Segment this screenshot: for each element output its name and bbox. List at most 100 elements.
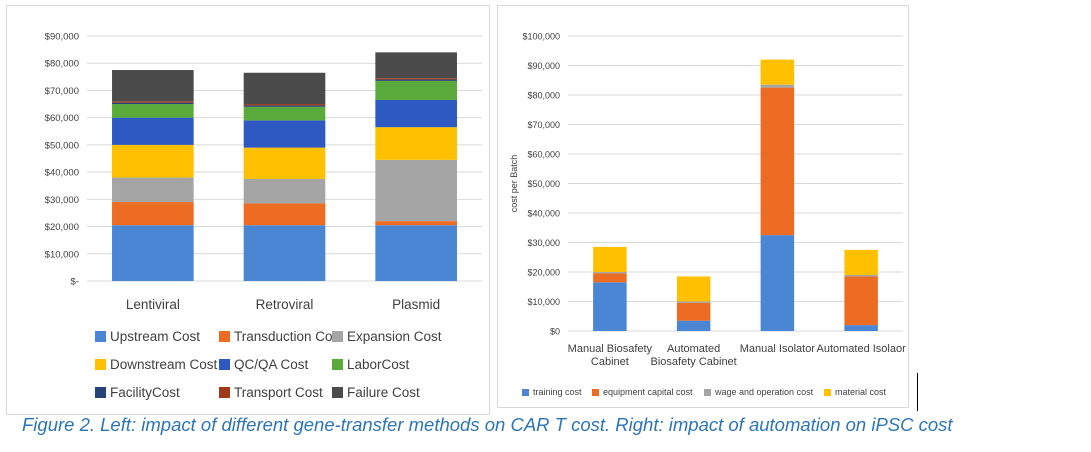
left-bar-failure-cost: [112, 70, 194, 102]
left-bar-laborcost: [112, 104, 194, 118]
right-x-category-label: Biosafety Cabinet: [651, 356, 737, 368]
right-bar-wage-and-operation-cost: [844, 274, 878, 277]
right-legend-label-training-cost: training cost: [533, 387, 582, 397]
left-bar-expansion-cost: [375, 159, 457, 222]
right-y-tick-label: $30,000: [527, 238, 560, 248]
left-y-tick-label: $90,000: [45, 32, 79, 43]
left-bar-expansion-cost: [112, 177, 194, 203]
left-bar-transduction-cost: [112, 202, 194, 226]
left-x-category-label: Retroviral: [256, 297, 314, 312]
right-bar-material-cost: [593, 246, 627, 272]
right-bar-training-cost: [844, 325, 878, 331]
left-bar-failure-cost: [375, 52, 457, 79]
left-legend-swatch-expansion-cost: [332, 331, 343, 342]
left-y-tick-label: $40,000: [45, 168, 79, 179]
right-x-category-label: Automated: [667, 343, 720, 355]
right-bar-material-cost: [844, 249, 878, 275]
left-legend-swatch-transduction-cost: [219, 331, 230, 342]
left-legend-swatch-laborcost: [332, 359, 343, 370]
right-y-tick-label: $10,000: [527, 297, 560, 307]
right-bar-equipment-capital-cost: [844, 276, 878, 326]
left-bar-transduction-cost: [375, 221, 457, 226]
left-y-tick-label: $30,000: [45, 195, 79, 206]
left-bar-transport-cost: [112, 101, 194, 103]
right-legend-swatch-equipment-capital-cost: [592, 389, 599, 396]
right-y-tick-label: $60,000: [527, 150, 560, 160]
right-y-axis-label: cost per Batch: [509, 155, 519, 213]
left-y-tick-label: $-: [71, 277, 79, 288]
left-bar-facilitycost: [112, 102, 194, 105]
left-y-tick-label: $70,000: [45, 86, 79, 97]
left-legend-label-laborcost: LaborCost: [347, 357, 410, 372]
left-legend-label-transport-cost: Transport Cost: [234, 385, 323, 400]
left-y-tick-label: $50,000: [45, 140, 79, 151]
left-bar-upstream-cost: [243, 225, 326, 281]
right-y-tick-label: $100,000: [522, 32, 560, 42]
right-y-tick-label: $50,000: [527, 179, 560, 189]
text-cursor: [917, 373, 918, 411]
left-bar-upstream-cost: [112, 225, 194, 281]
gene-transfer-cost-chart: $- $10,000 $20,000 $30,000 $40,000 $50,000 $60…: [45, 32, 482, 400]
right-x-category-label: Manual Biosafety: [568, 343, 653, 355]
left-legend-label-expansion-cost: Expansion Cost: [347, 329, 442, 344]
left-bar-upstream-cost: [375, 225, 457, 281]
left-legend-label-failure-cost: Failure Cost: [347, 385, 420, 400]
left-bar-downstream-cost: [375, 127, 457, 160]
right-bar-material-cost: [676, 276, 711, 302]
gene-transfer-chart-panel: $- $10,000 $20,000 $30,000 $40,000 $50,000 $60…: [6, 5, 490, 415]
right-y-tick-label: $90,000: [527, 61, 560, 71]
left-legend-swatch-failure-cost: [332, 387, 343, 398]
right-legend-label-wage-and-operation-cost: wage and operation cost: [714, 387, 814, 397]
left-x-category-label: Lentiviral: [126, 297, 180, 312]
right-bar-equipment-capital-cost: [593, 273, 627, 283]
automation-chart-panel: $0 $10,000 $20,000 $30,000 $40,000 $50,000 $60…: [497, 5, 909, 408]
left-legend-label-transduction-cost: Transduction Cost: [234, 329, 343, 344]
right-y-tick-label: $70,000: [527, 120, 560, 130]
left-legend-swatch-qc-qa-cost: [219, 359, 230, 370]
right-legend-label-material-cost: material cost: [835, 387, 887, 397]
right-bar-material-cost: [760, 59, 795, 85]
left-legend-swatch-downstream-cost: [95, 359, 106, 370]
right-bar-wage-and-operation-cost: [593, 272, 627, 274]
left-bar-qc-qa-cost: [375, 99, 457, 128]
right-legend-swatch-wage-and-operation-cost: [704, 389, 711, 396]
left-bar-qc-qa-cost: [112, 117, 194, 145]
right-bar-training-cost: [760, 235, 795, 331]
left-bar-facilitycost: [375, 79, 457, 81]
left-bar-downstream-cost: [112, 144, 194, 178]
left-bar-failure-cost: [243, 72, 326, 105]
figure-caption: Figure 2. Left: impact of different gene…: [22, 414, 953, 435]
left-y-tick-label: $20,000: [45, 222, 79, 233]
left-bar-transport-cost: [243, 104, 326, 106]
right-legend-swatch-training-cost: [522, 389, 529, 396]
left-x-category-label: Plasmid: [392, 297, 440, 312]
right-y-tick-label: $20,000: [527, 268, 560, 278]
right-y-tick-label: $40,000: [527, 209, 560, 219]
right-bar-wage-and-operation-cost: [760, 84, 795, 88]
right-y-tick-label: $0: [550, 327, 560, 337]
left-y-tick-label: $60,000: [45, 113, 79, 124]
right-bar-equipment-capital-cost: [760, 87, 795, 236]
left-legend-swatch-transport-cost: [219, 387, 230, 398]
left-legend-label-downstream-cost: Downstream Cost: [110, 357, 218, 372]
left-legend-label-upstream-cost: Upstream Cost: [110, 329, 200, 344]
right-x-category-label: Cabinet: [591, 356, 629, 368]
right-x-category-label: Automated Isolaor: [816, 343, 906, 355]
right-bar-training-cost: [676, 320, 711, 331]
right-y-tick-label: $80,000: [527, 91, 560, 101]
left-bar-transport-cost: [375, 78, 457, 80]
left-legend-label-facilitycost: FacilityCost: [110, 385, 180, 400]
right-bar-wage-and-operation-cost: [676, 301, 711, 303]
left-legend-swatch-upstream-cost: [95, 331, 106, 342]
left-bar-expansion-cost: [243, 178, 326, 204]
right-bar-training-cost: [593, 282, 627, 331]
left-bar-laborcost: [243, 106, 326, 121]
ipsc-automation-cost-chart: $0 $10,000 $20,000 $30,000 $40,000 $50,000 $60…: [509, 32, 906, 398]
left-bar-laborcost: [375, 80, 457, 100]
right-x-category-label: Manual Isolator: [740, 343, 816, 355]
left-bar-facilitycost: [243, 105, 326, 107]
left-legend-label-qc-qa-cost: QC/QA Cost: [234, 357, 309, 372]
right-legend-label-equipment-capital-cost: equipment capital cost: [603, 387, 693, 397]
left-bar-downstream-cost: [243, 147, 326, 179]
left-legend-swatch-facilitycost: [95, 387, 106, 398]
